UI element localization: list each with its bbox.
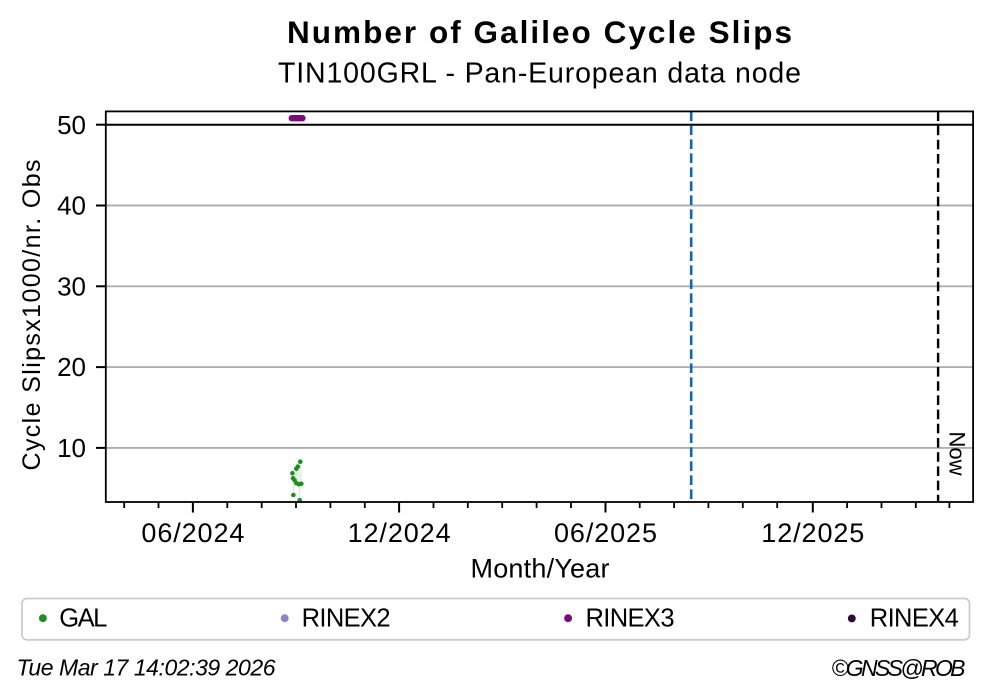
svg-text:RINEX3: RINEX3 — [586, 604, 675, 632]
svg-text:Cycle Slipsx1000/nr. Obs: Cycle Slipsx1000/nr. Obs — [18, 160, 46, 471]
svg-text:GAL: GAL — [59, 604, 107, 632]
svg-text:30: 30 — [57, 271, 86, 301]
svg-text:06/2025: 06/2025 — [554, 518, 657, 548]
svg-text:RINEX2: RINEX2 — [302, 604, 391, 632]
svg-text:40: 40 — [57, 191, 86, 221]
svg-text:12/2024: 12/2024 — [348, 518, 451, 548]
svg-text:RINEX4: RINEX4 — [870, 604, 959, 632]
svg-text:Tue Mar 17 14:02:39 2026: Tue Mar 17 14:02:39 2026 — [17, 655, 276, 681]
svg-text:Now: Now — [945, 431, 970, 475]
svg-text:Month/Year: Month/Year — [471, 553, 610, 583]
svg-text:10: 10 — [57, 433, 86, 463]
svg-text:06/2024: 06/2024 — [141, 518, 244, 548]
svg-text:20: 20 — [57, 352, 86, 382]
svg-text:©GNSS@ROB: ©GNSS@ROB — [832, 655, 966, 681]
svg-text:TIN100GRL - Pan-European data: TIN100GRL - Pan-European data node — [278, 57, 801, 89]
svg-text:50: 50 — [57, 110, 86, 140]
svg-text:12/2025: 12/2025 — [761, 518, 864, 548]
